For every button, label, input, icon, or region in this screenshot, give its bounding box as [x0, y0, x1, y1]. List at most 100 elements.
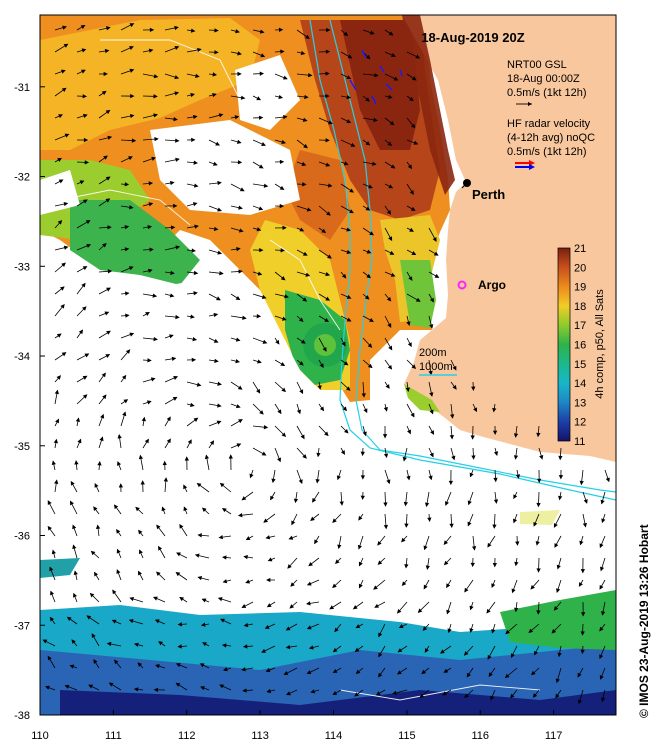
current-arrow-head	[172, 396, 178, 401]
current-arrow-head	[388, 184, 394, 189]
current-arrow-head	[193, 270, 199, 276]
current-arrow-head	[241, 604, 247, 608]
current-arrow-head	[387, 364, 393, 370]
current-arrow-head	[134, 642, 139, 647]
current-arrow-head	[101, 372, 106, 378]
current-arrow-head	[343, 361, 349, 366]
current-arrow-head	[411, 364, 417, 369]
current-arrow-head	[169, 293, 175, 298]
current-arrow-head	[236, 246, 241, 252]
current-arrow-head	[600, 697, 606, 703]
current-arrow-head	[378, 672, 383, 678]
current-arrow-head	[513, 455, 519, 460]
current-arrow-head	[286, 691, 291, 696]
current-arrow-head	[308, 645, 314, 650]
colorbar-tick-label: 13	[574, 397, 586, 409]
current-arrow-head	[285, 644, 291, 650]
current-arrow-head	[306, 670, 312, 675]
current-arrow-head	[302, 454, 307, 459]
current-arrow-head	[146, 400, 152, 405]
current-arrow-head	[411, 251, 417, 255]
current-arrow-head	[319, 406, 325, 412]
current-arrow-head	[242, 644, 248, 649]
current-arrow-head	[360, 475, 366, 480]
current-arrow-head	[130, 93, 135, 99]
current-arrow-head	[367, 343, 373, 348]
current-arrow-head	[469, 605, 474, 611]
current-arrow-head	[94, 571, 99, 577]
current-arrow-head	[148, 48, 154, 53]
current-arrow-head	[197, 47, 202, 53]
current-arrow-head	[335, 559, 340, 564]
colorbar-tick-label: 17	[574, 320, 586, 332]
current-arrow-head	[104, 48, 110, 54]
current-arrow-head	[337, 544, 342, 550]
current-arrow-head	[577, 672, 582, 678]
current-arrow-head	[63, 201, 69, 207]
current-arrow-head	[429, 409, 434, 415]
current-arrow-head	[64, 684, 70, 689]
current-arrow-head	[409, 190, 414, 195]
current-arrow-head	[396, 670, 402, 675]
current-arrow-head	[325, 296, 331, 301]
current-arrow-head	[158, 545, 163, 551]
current-arrow-head	[214, 358, 219, 363]
legend-200m: 200m	[419, 347, 447, 359]
current-arrow-head	[84, 160, 89, 165]
current-arrow-head	[175, 138, 180, 143]
current-arrow-head	[204, 454, 210, 460]
current-arrow-head	[365, 97, 370, 102]
current-arrow-head	[580, 631, 585, 636]
current-arrow-head	[332, 583, 337, 589]
current-arrow-head	[363, 408, 368, 414]
current-arrow-head	[228, 454, 233, 459]
current-arrow-head	[190, 28, 196, 33]
map-legend: NRT00 GSL 18-Aug 00:00Z 0.5m/s (1kt 12h)…	[419, 59, 595, 376]
current-arrow-head	[555, 678, 560, 684]
current-arrow-head	[270, 495, 275, 501]
current-arrow-head	[54, 389, 59, 395]
current-arrow-head	[600, 499, 605, 505]
current-arrow-head	[193, 160, 198, 165]
current-arrow-head	[410, 206, 416, 211]
current-arrow-head	[386, 479, 391, 485]
current-arrow-head	[464, 693, 469, 698]
current-arrow-head	[214, 28, 219, 33]
current-arrow-head	[265, 535, 271, 540]
y-tick-label: -36	[14, 531, 30, 543]
current-arrow-head	[397, 648, 403, 653]
current-arrow-head	[421, 669, 426, 675]
current-arrow-head	[373, 117, 378, 123]
current-arrow-head	[193, 114, 198, 120]
current-arrow-head	[328, 120, 333, 125]
current-arrow-head	[364, 295, 370, 300]
current-arrow-head	[290, 582, 295, 587]
current-arrow-head	[278, 94, 284, 100]
current-arrow-head	[530, 584, 535, 590]
current-arrow-head	[326, 211, 331, 216]
current-arrow-head	[422, 626, 428, 631]
current-arrow-head	[346, 249, 352, 254]
current-arrow-head	[302, 297, 308, 302]
current-arrow-head	[491, 583, 496, 589]
current-arrow-head	[223, 667, 228, 672]
current-arrow-head	[579, 540, 584, 546]
current-arrow-head	[129, 205, 134, 210]
current-arrow-head	[80, 24, 86, 30]
current-arrow-head	[105, 26, 111, 31]
current-arrow-head	[325, 49, 331, 54]
current-arrow-head	[197, 575, 203, 581]
colorbar-tick-label: 19	[574, 282, 586, 294]
current-arrow-head	[237, 51, 242, 56]
y-tick-label: -35	[14, 441, 30, 453]
current-arrow-head	[47, 525, 52, 531]
current-arrow-head	[386, 296, 392, 302]
current-arrow-head	[150, 377, 156, 382]
current-arrow-head	[280, 361, 286, 366]
current-arrow-head	[243, 622, 249, 628]
current-arrow-head	[170, 270, 175, 275]
current-arrow-head	[302, 182, 307, 187]
current-arrow-head	[511, 588, 516, 594]
current-arrow-head	[406, 321, 411, 327]
current-arrow-head	[161, 506, 166, 512]
